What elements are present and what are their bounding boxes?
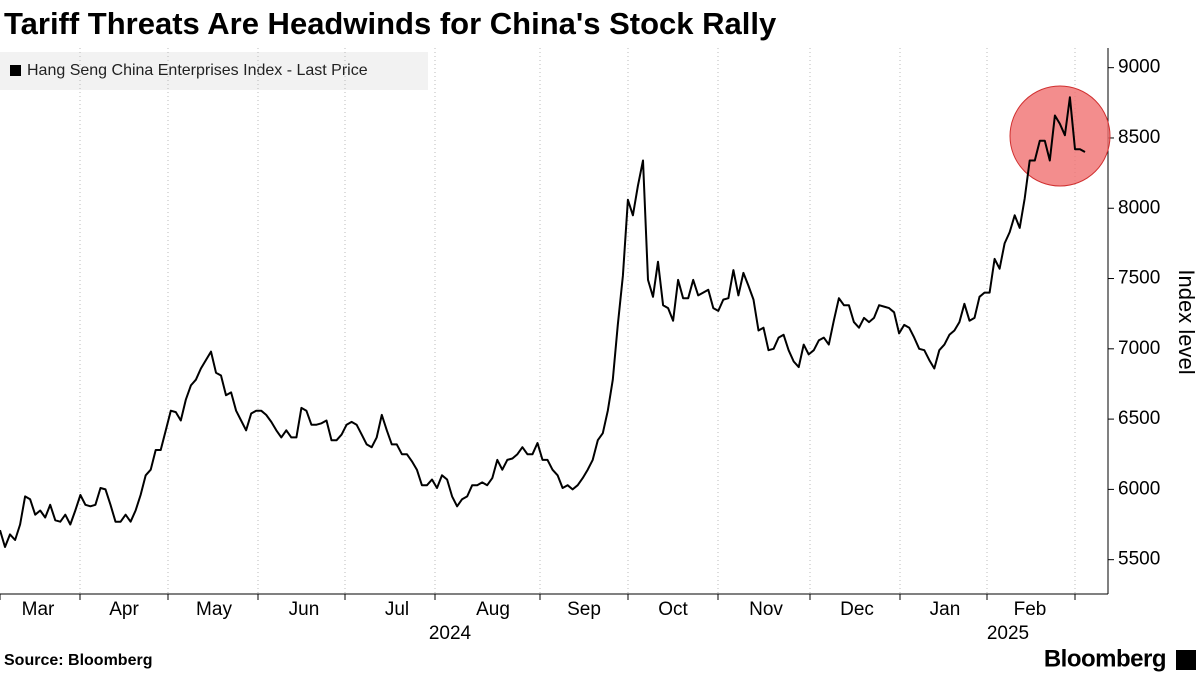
legend-label: Hang Seng China Enterprises Index - Last… — [27, 62, 368, 79]
x-tick-label: May — [196, 599, 232, 620]
y-tick-label: 6000 — [1118, 478, 1160, 499]
x-tick-label: Sep — [567, 599, 601, 620]
x-tick-label: Apr — [109, 599, 139, 620]
x-tick-label: Jun — [289, 599, 320, 620]
y-tick-label: 7500 — [1118, 268, 1160, 289]
x-tick-label: Oct — [658, 599, 688, 620]
x-tick-label: Nov — [749, 599, 783, 620]
x-tick-label: Mar — [22, 599, 55, 620]
line — [0, 96, 1086, 548]
y-tick-label: 9000 — [1118, 57, 1160, 78]
y-tick-label: 5500 — [1118, 549, 1160, 570]
x-tick-label: Dec — [840, 599, 874, 620]
x-tick-label: Feb — [1014, 599, 1047, 620]
brand: Bloomberg — [1044, 645, 1166, 672]
chart-title: Tariff Threats Are Headwinds for China's… — [4, 6, 777, 41]
y-tick-label: 6500 — [1118, 408, 1160, 429]
brand-icon — [1176, 650, 1196, 670]
y-tick-label: 8500 — [1118, 127, 1160, 148]
y-tick-label: 7000 — [1118, 338, 1160, 359]
source: Source: Bloomberg — [4, 652, 152, 669]
x-tick-label: Jul — [385, 599, 409, 620]
year-label: 2024 — [429, 623, 472, 644]
year-label: 2025 — [987, 623, 1029, 644]
legend-swatch — [10, 65, 21, 76]
y-axis-label: Index level — [1174, 269, 1199, 374]
x-tick-label: Jan — [930, 599, 961, 620]
highlight-circle — [1009, 85, 1111, 187]
x-tick-label: Aug — [476, 599, 510, 620]
y-tick-label: 8000 — [1118, 197, 1160, 218]
legend-box — [0, 52, 428, 90]
